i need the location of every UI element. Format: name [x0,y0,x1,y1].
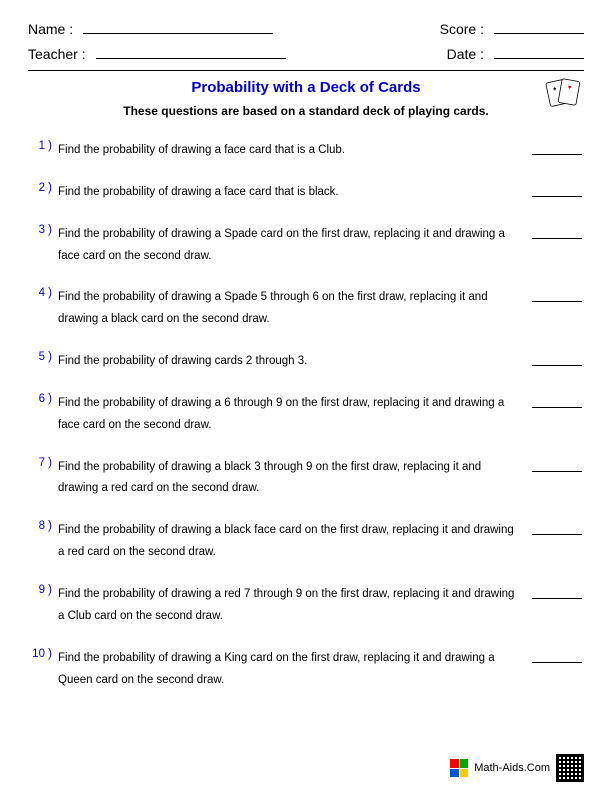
question-row: 4 )Find the probability of drawing a Spa… [30,287,582,331]
question-row: 8 )Find the probability of drawing a bla… [30,520,582,564]
question-text: Find the probability of drawing a King c… [58,648,532,692]
answer-blank [532,185,582,197]
question-text: Find the probability of drawing a 6 thro… [58,393,532,437]
questions-list: 1 )Find the probability of drawing a fac… [28,140,584,691]
date-field: Date : [447,45,584,62]
qr-code-icon [556,754,584,782]
answer-blank [532,651,582,663]
question-row: 2 )Find the probability of drawing a fac… [30,182,582,204]
answer-blank [532,587,582,599]
answer-blank [532,460,582,472]
question-text: Find the probability of drawing a face c… [58,140,532,162]
question-row: 3 )Find the probability of drawing a Spa… [30,224,582,268]
footer-site: Math-Aids.Com [474,762,550,774]
answer-blank [532,396,582,408]
question-row: 7 )Find the probability of drawing a bla… [30,457,582,501]
name-underline [83,20,273,34]
question-row: 1 )Find the probability of drawing a fac… [30,140,582,162]
header-row-1: Name : Score : [28,20,584,37]
header-divider [28,70,584,71]
answer-blank [532,227,582,239]
question-number: 3 ) [30,224,58,236]
question-number: 6 ) [30,393,58,405]
question-text: Find the probability of drawing a black … [58,520,532,564]
answer-blank [532,143,582,155]
question-number: 8 ) [30,520,58,532]
header-row-2: Teacher : Date : [28,45,584,62]
answer-blank [532,290,582,302]
question-number: 2 ) [30,182,58,194]
date-underline [494,45,584,59]
question-number: 4 ) [30,287,58,299]
question-number: 7 ) [30,457,58,469]
answer-blank [532,354,582,366]
name-field: Name : [28,20,273,37]
question-row: 10 )Find the probability of drawing a Ki… [30,648,582,692]
question-number: 10 ) [30,648,58,660]
name-label: Name : [28,21,73,37]
teacher-label: Teacher : [28,46,86,62]
footer-logo-icon [450,759,468,777]
question-text: Find the probability of drawing a Spade … [58,224,532,268]
question-text: Find the probability of drawing a Spade … [58,287,532,331]
question-number: 5 ) [30,351,58,363]
question-row: 5 )Find the probability of drawing cards… [30,351,582,373]
question-row: 6 )Find the probability of drawing a 6 t… [30,393,582,437]
footer: Math-Aids.Com [450,754,584,782]
question-text: Find the probability of drawing a black … [58,457,532,501]
subtitle: These questions are based on a standard … [28,104,584,118]
teacher-field: Teacher : [28,45,286,62]
question-text: Find the probability of drawing cards 2 … [58,351,532,373]
playing-cards-icon: ♠ ♥ [544,77,584,107]
question-number: 9 ) [30,584,58,596]
date-label: Date : [447,46,484,62]
question-number: 1 ) [30,140,58,152]
question-text: Find the probability of drawing a red 7 … [58,584,532,628]
question-text: Find the probability of drawing a face c… [58,182,532,204]
title-wrap: Probability with a Deck of Cards ♠ ♥ [28,79,584,96]
score-underline [494,20,584,34]
answer-blank [532,523,582,535]
teacher-underline [96,45,286,59]
score-field: Score : [440,20,584,37]
question-row: 9 )Find the probability of drawing a red… [30,584,582,628]
score-label: Score : [440,21,484,37]
page-title: Probability with a Deck of Cards [28,79,584,96]
